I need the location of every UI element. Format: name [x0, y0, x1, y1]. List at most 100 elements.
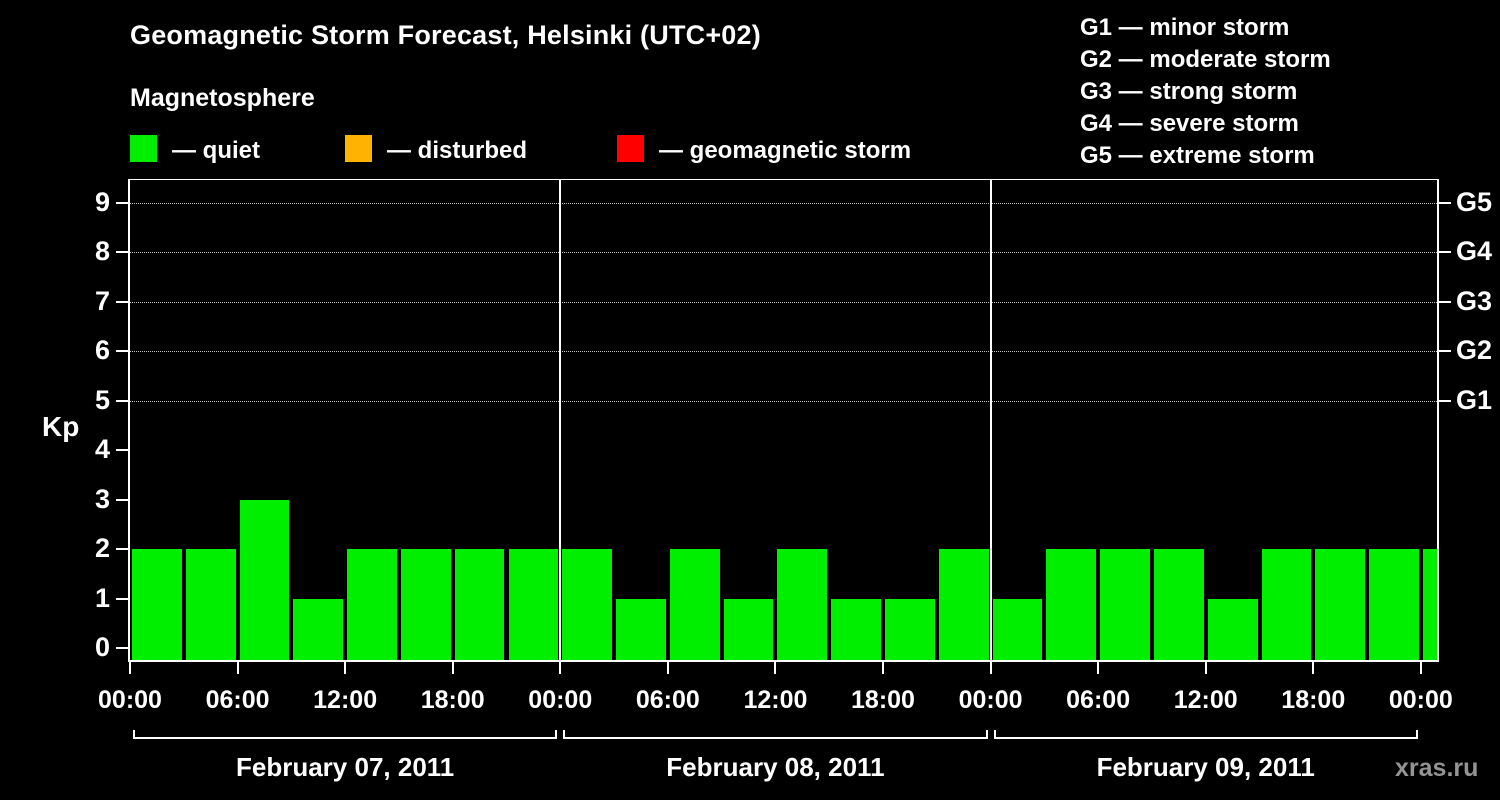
x-tick: [666, 662, 669, 674]
date-bracket-cap: [555, 730, 558, 739]
date-bracket-cap: [563, 730, 566, 739]
g-axis-tick: [1439, 251, 1451, 254]
kp-bar: [185, 549, 236, 660]
kp-bar: [239, 499, 290, 660]
y-tick-label: 2: [94, 533, 110, 564]
x-tick: [989, 662, 992, 674]
disturbed-color-swatch: [345, 135, 372, 162]
quiet-color-swatch: [130, 135, 157, 162]
kp-bar: [723, 598, 774, 660]
kp-bar: [1153, 549, 1204, 660]
kp-bar: [400, 549, 451, 660]
watermark: xras.ru: [1395, 754, 1479, 782]
chart-title: Geomagnetic Storm Forecast, Helsinki (UT…: [130, 20, 761, 50]
y-tick: [116, 647, 128, 649]
kp-bar: [1422, 549, 1437, 660]
gridline-kp8: [130, 252, 1437, 254]
y-tick: [116, 251, 128, 254]
kp-bar: [454, 549, 505, 660]
x-tick: [344, 662, 347, 674]
kp-bar: [1261, 549, 1312, 660]
day-separator: [989, 180, 992, 660]
y-tick-label: 6: [94, 335, 110, 366]
x-tick-label: 12:00: [313, 686, 378, 714]
kp-bar: [1100, 549, 1150, 660]
gridline-kp5: [130, 400, 1437, 402]
x-tick: [1204, 662, 1207, 674]
kp-bar: [777, 549, 828, 660]
kp-bar: [347, 549, 397, 660]
x-tick: [1312, 662, 1315, 674]
g-axis-tick: [1439, 399, 1451, 402]
kp-bar: [831, 598, 881, 660]
y-tick-label: 0: [94, 632, 110, 662]
date-label: February 09, 2011: [1096, 752, 1315, 782]
kp-bar: [1207, 598, 1258, 660]
x-tick-label: 00:00: [528, 686, 593, 714]
y-tick-label: 5: [94, 384, 110, 415]
x-tick: [882, 662, 884, 674]
kp-bar: [1046, 549, 1097, 660]
x-tick-label: 06:00: [1066, 686, 1131, 714]
y-tick-label: 8: [94, 236, 110, 267]
x-tick: [451, 662, 454, 674]
g-axis-label: G2: [1456, 335, 1493, 366]
y-tick: [116, 498, 128, 501]
kp-bar: [1369, 549, 1419, 660]
date-label: February 08, 2011: [666, 752, 885, 782]
x-tick: [774, 662, 777, 674]
kp-bar: [562, 549, 613, 660]
y-tick-label: 1: [94, 582, 110, 613]
x-tick: [1097, 662, 1100, 674]
y-tick: [116, 202, 128, 205]
x-tick-label: 00:00: [98, 686, 162, 714]
date-bracket-cap: [133, 730, 135, 739]
date-bracket-cap: [1415, 730, 1418, 739]
x-tick-label: 12:00: [1173, 686, 1238, 714]
x-tick: [559, 662, 562, 674]
x-tick-label: 06:00: [635, 686, 700, 714]
kp-bar: [992, 598, 1043, 660]
y-tick: [116, 597, 128, 600]
g-legend-line-2: G2 — moderate storm: [1080, 46, 1331, 73]
kp-bar: [669, 549, 720, 660]
g-axis-label: G3: [1456, 285, 1493, 316]
x-tick-label: 18:00: [420, 686, 485, 714]
date-bracket: [133, 737, 558, 739]
x-tick: [1419, 662, 1422, 674]
y-tick-label: 7: [94, 285, 110, 316]
day-separator: [559, 180, 562, 660]
kp-bar: [293, 598, 344, 660]
right-axis-line: [1437, 179, 1439, 662]
top-frame-line: [128, 179, 1439, 180]
date-bracket-cap: [993, 730, 996, 739]
g-axis-label: G5: [1456, 187, 1493, 218]
gridline-kp7: [130, 301, 1437, 303]
disturbed-label: — disturbed: [387, 137, 528, 164]
g-axis-label: G4: [1456, 236, 1493, 267]
g-legend-line-4: G4 — severe storm: [1080, 110, 1299, 137]
x-tick-label: 18:00: [851, 686, 915, 714]
x-tick-label: 00:00: [958, 686, 1023, 714]
g-axis-tick: [1439, 300, 1451, 303]
x-tick-label: 12:00: [743, 686, 808, 714]
y-tick: [116, 300, 128, 303]
date-bracket-cap: [985, 730, 988, 739]
chart-subtitle: Magnetosphere: [130, 84, 315, 112]
gridline-kp9: [130, 203, 1437, 205]
g-axis-label: G1: [1456, 384, 1493, 415]
storm-label: — geomagnetic storm: [659, 137, 912, 164]
quiet-label: — quiet: [172, 137, 260, 164]
x-tick: [129, 662, 131, 674]
kp-bar: [938, 549, 989, 660]
g-legend-line-1: G1 — minor storm: [1080, 14, 1290, 41]
kp-bar: [132, 549, 182, 660]
g-legend-line-3: G3 — strong storm: [1080, 78, 1298, 105]
date-bracket: [993, 737, 1418, 739]
y-tick: [116, 449, 128, 452]
y-axis-label: Kp: [42, 411, 80, 442]
x-tick-label: 06:00: [205, 686, 270, 714]
x-axis-line: [128, 660, 1439, 662]
g-axis-tick: [1439, 350, 1451, 353]
